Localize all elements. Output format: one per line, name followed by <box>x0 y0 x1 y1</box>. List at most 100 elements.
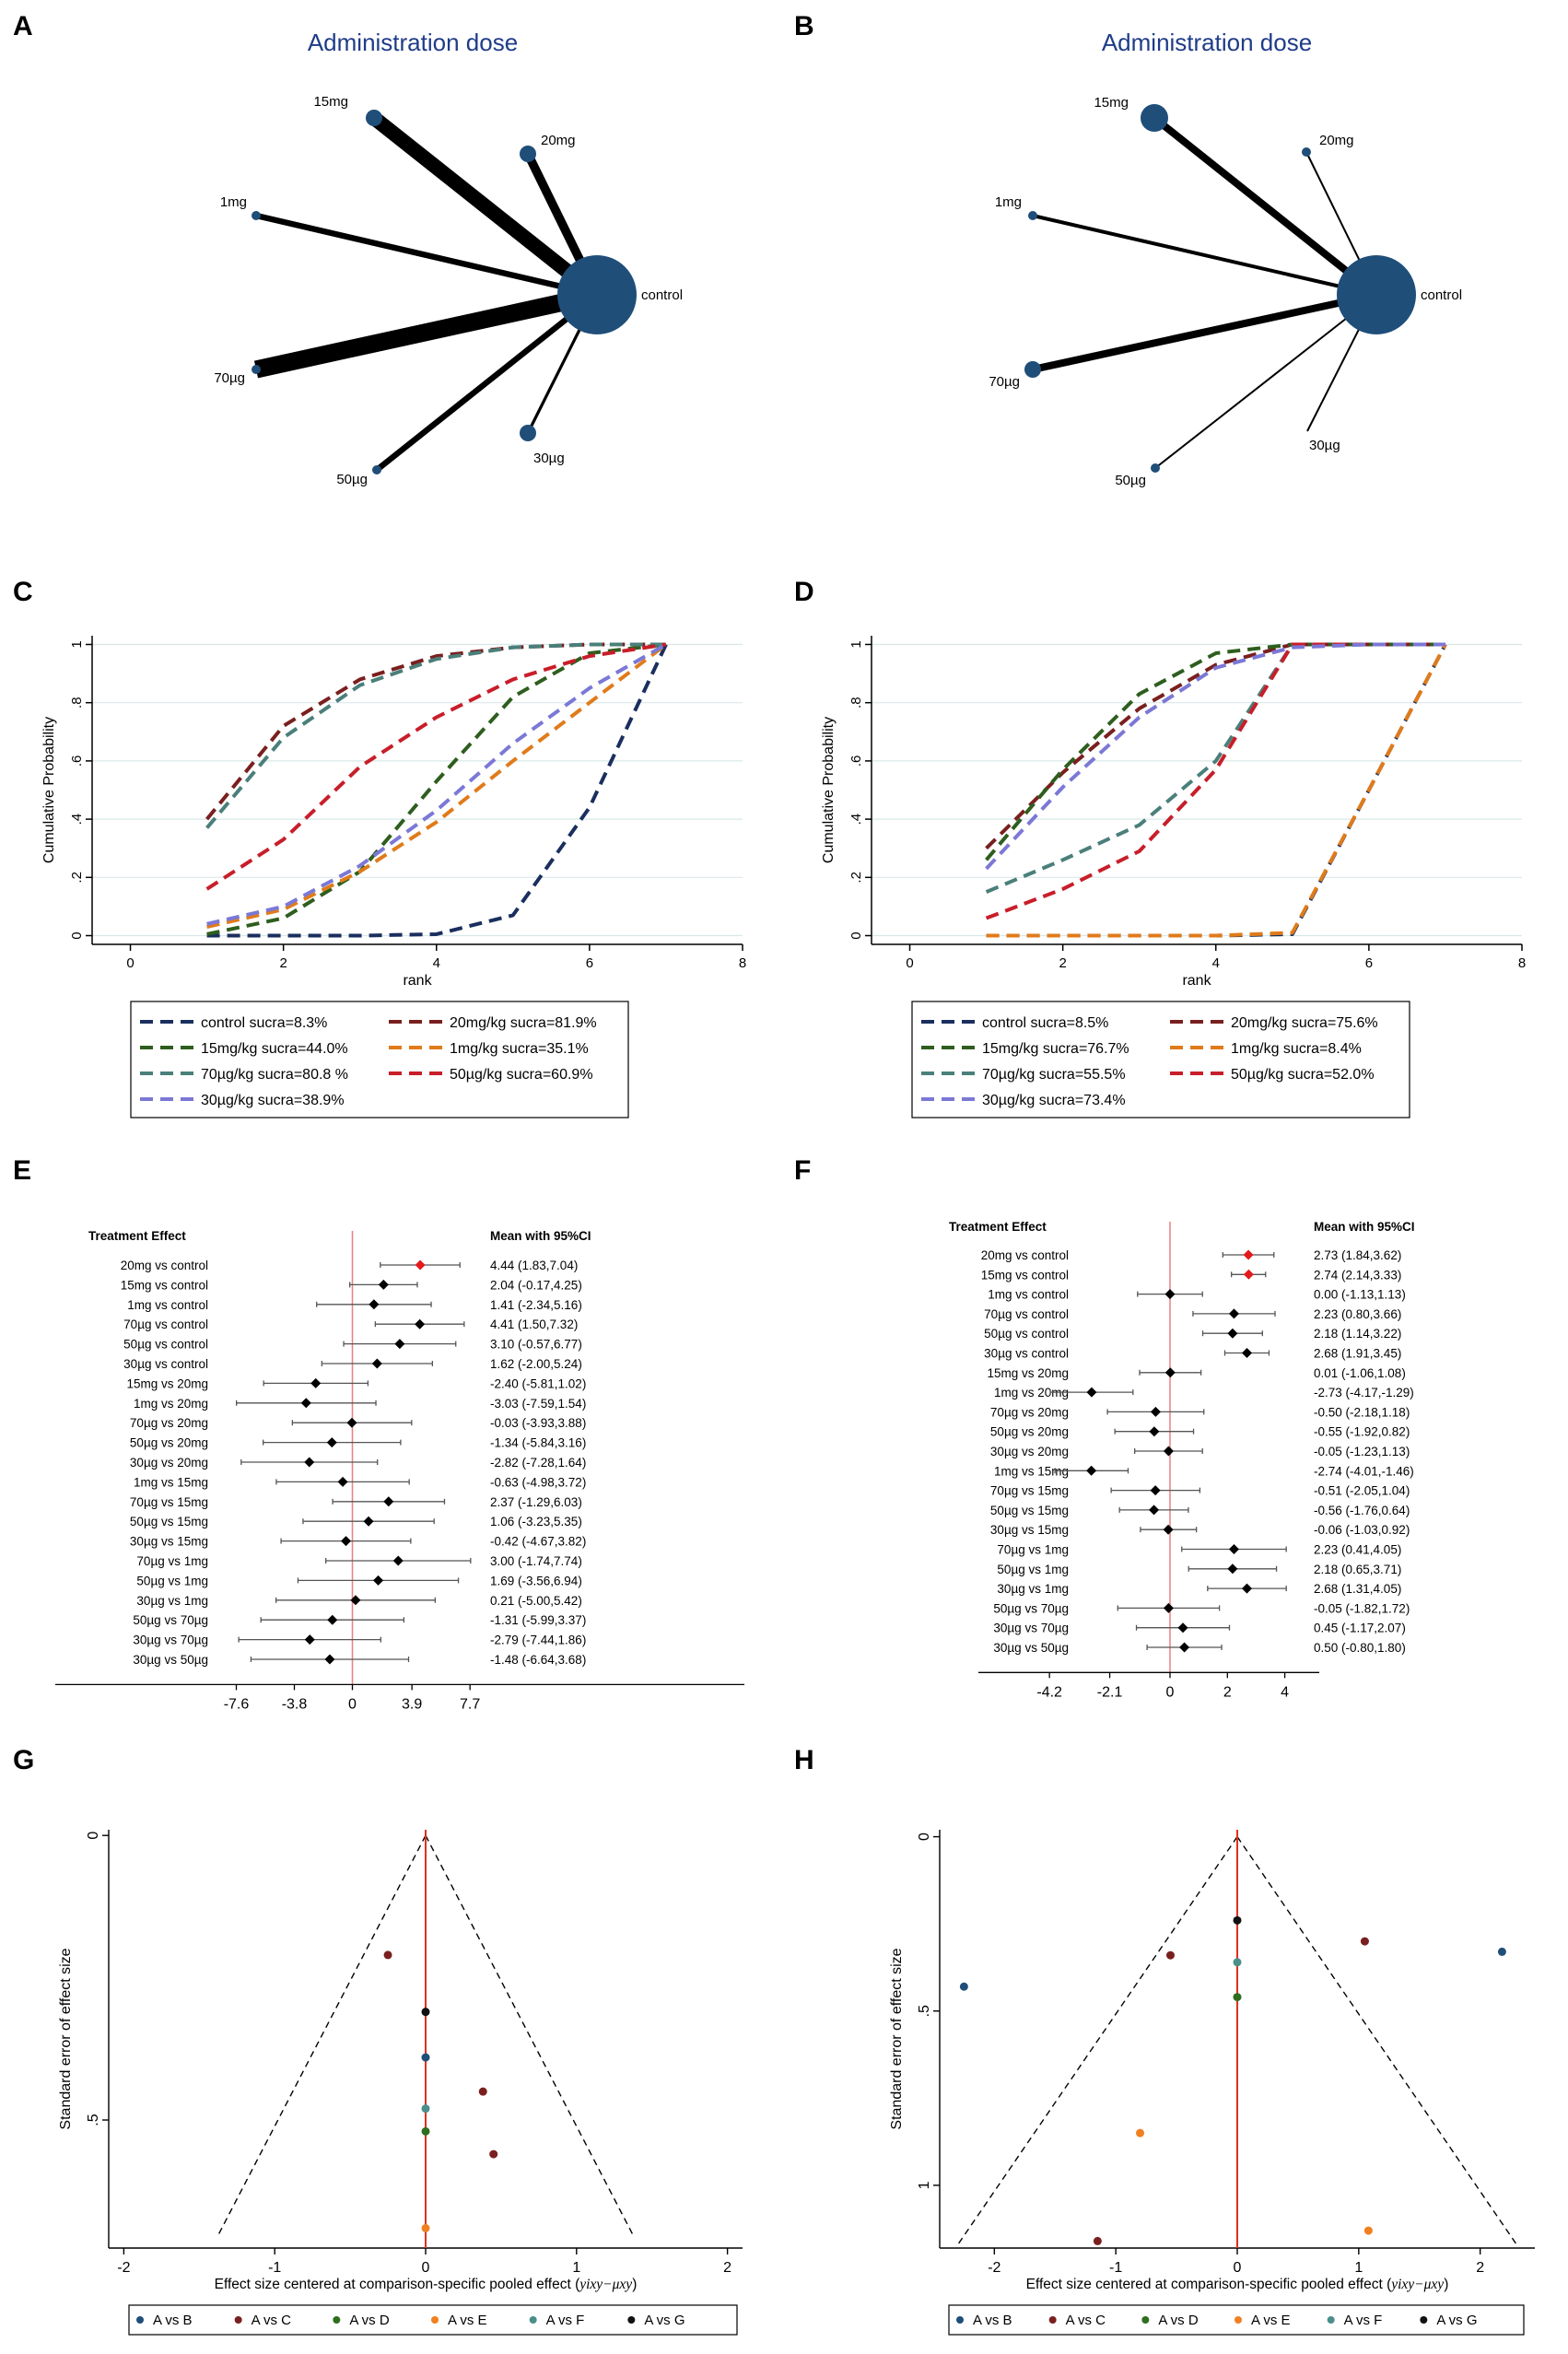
network-node-control <box>557 255 637 334</box>
x-tick-label: 8 <box>739 955 746 971</box>
y-axis-title: Cumulative Probability <box>41 717 57 863</box>
series-line-70ug-kg <box>205 642 666 829</box>
funnel-point-a-vs-g <box>1233 1915 1242 1925</box>
x-tick-label: 0 <box>906 955 913 971</box>
series-line-15mg-kg <box>206 642 667 936</box>
legend-swatch <box>627 2316 636 2324</box>
forest-row-label: 70µg vs 20mg <box>990 1405 1069 1419</box>
network-plot-b: 15mg 20mg 1mg control 70µg 30µg 50µg <box>989 95 1462 488</box>
y-tick-label: 1 <box>69 640 85 648</box>
forest-point <box>346 1417 357 1428</box>
x-tick-label: 0 <box>422 2260 430 2276</box>
x-tick-label: -7.6 <box>224 1696 250 1712</box>
legend-label: A vs E <box>448 2313 487 2328</box>
legend-label: A vs B <box>153 2313 193 2328</box>
forest-row-label: 50µg vs 70µg <box>133 1613 208 1627</box>
network-label-15mg: 15mg <box>1094 95 1129 111</box>
forest-row-label: 30µg vs 20mg <box>130 1456 208 1470</box>
forest-row-value: 2.37 (-1.29,6.03) <box>490 1495 582 1509</box>
legend-swatch <box>529 2316 537 2324</box>
panel-label-h: H <box>794 1745 814 1775</box>
forest-row-label: 1mg vs control <box>988 1288 1069 1302</box>
legend-label: A vs D <box>349 2313 390 2328</box>
funnel-plot-h: 0 .5 1 -2 -1 0 1 2 Standard error of effect size… <box>889 1830 1535 2336</box>
forest-row-value: -2.40 (-5.81,1.02) <box>490 1376 586 1390</box>
funnel-point-a-vs-e <box>421 2223 430 2232</box>
funnel-point-a-vs-f <box>1233 1958 1242 1967</box>
y-tick-label: 1 <box>848 640 864 648</box>
forest-point <box>1163 1602 1174 1613</box>
legend-swatch <box>1235 2316 1242 2324</box>
forest-point <box>383 1496 394 1507</box>
forest-row-value: -0.06 (-1.03,0.92) <box>1314 1523 1410 1537</box>
forest-row-value: -1.34 (-5.84,3.16) <box>490 1436 586 1450</box>
funnel-point-a-vs-c <box>1093 2236 1102 2245</box>
forest-point <box>1086 1465 1097 1476</box>
x-tick-label: 1 <box>1354 2260 1363 2276</box>
y-tick-label: .2 <box>69 872 85 884</box>
network-label-30ug: 30µg <box>1309 438 1340 453</box>
forest-row-value: 2.68 (1.31,4.05) <box>1314 1582 1401 1596</box>
y-axis-title: Cumulative Probability <box>821 717 837 863</box>
series-line-15mg-kg <box>985 642 1445 861</box>
forest-point <box>1164 1289 1176 1300</box>
forest-row-label: 70µg vs 20mg <box>130 1416 208 1430</box>
legend-swatch <box>1327 2316 1335 2324</box>
forest-row-value: 0.50 (-0.80,1.80) <box>1314 1641 1406 1655</box>
forest-row-value: 2.68 (1.91,3.45) <box>1314 1347 1401 1361</box>
x-tick-label: -2.1 <box>1097 1684 1123 1700</box>
x-tick-label: 0 <box>348 1696 357 1712</box>
forest-point <box>363 1516 374 1527</box>
legend-swatch <box>1141 2316 1150 2324</box>
x-tick-label: -1 <box>1109 2260 1122 2276</box>
x-tick-label: 2 <box>1059 955 1066 971</box>
network-node-50ug <box>1151 463 1160 473</box>
forest-point <box>1149 1505 1160 1516</box>
network-node-15mg <box>1141 104 1168 132</box>
series-line-70ug-kg <box>985 642 1445 894</box>
forest-row-label: 15mg vs control <box>121 1278 208 1292</box>
network-node-20mg <box>1302 147 1311 157</box>
forest-row-label: 15mg vs 20mg <box>987 1366 1069 1380</box>
series-line-1mg-kg <box>206 642 668 929</box>
forest-row-label: 30µg vs 70µg <box>133 1634 208 1647</box>
forest-row-value: 1.06 (-3.23,5.35) <box>490 1515 582 1528</box>
y-axis-title: Standard error of effect size <box>889 1948 905 2129</box>
legend-label: 30µg/kg sucra=73.4% <box>982 1093 1126 1108</box>
forest-row-value: -2.73 (-4.17,-1.29) <box>1314 1386 1414 1400</box>
legend-label: 1mg/kg sucra=35.1% <box>450 1041 589 1057</box>
x-tick-label: 0 <box>126 955 134 971</box>
forest-point <box>1177 1622 1188 1634</box>
forest-row-label: 50µg vs control <box>123 1338 208 1352</box>
series-line-30ug-kg <box>206 642 667 926</box>
funnel-point-a-vs-c <box>489 2149 498 2159</box>
network-label-control: control <box>1421 287 1462 303</box>
funnel-plot-g: 0 .5 -2 -1 0 1 2 Standard error of effect size E… <box>58 1830 743 2336</box>
forest-row-value: 2.23 (0.41,4.05) <box>1314 1543 1401 1557</box>
forest-row-label: 50µg vs 1mg <box>136 1574 208 1587</box>
forest-row-label: 1mg vs 15mg <box>994 1464 1069 1478</box>
y-tick-label: .4 <box>69 814 85 826</box>
forest-row-value: -0.63 (-4.98,3.72) <box>490 1475 586 1489</box>
forest-point <box>1149 1426 1160 1437</box>
x-axis-title: rank <box>1182 973 1211 989</box>
legend-label: 15mg/kg sucra=76.7% <box>982 1041 1129 1057</box>
forest-row-label: 50µg vs control <box>984 1327 1069 1341</box>
network-label-70ug: 70µg <box>214 370 245 386</box>
y-tick-label: .6 <box>69 755 85 767</box>
panel-label-f: F <box>794 1155 811 1186</box>
funnel-boundary-left <box>217 1834 427 2234</box>
forest-row-value: 0.00 (-1.13,1.13) <box>1314 1288 1406 1302</box>
legend-label: 50µg/kg sucra=60.9% <box>450 1067 593 1083</box>
forest-point <box>337 1476 348 1487</box>
forest-point <box>1227 1328 1238 1339</box>
forest-row-label: 1mg vs 15mg <box>134 1475 208 1489</box>
network-node-20mg <box>520 146 536 162</box>
forest-row-label: 70µg vs 1mg <box>136 1554 208 1568</box>
network-label-20mg: 20mg <box>541 133 576 148</box>
funnel-point-a-vs-b <box>959 1982 968 1991</box>
legend-label: 15mg/kg sucra=44.0% <box>201 1041 348 1057</box>
legend-label: A vs B <box>973 2313 1012 2328</box>
x-tick-label: 6 <box>1365 955 1373 971</box>
